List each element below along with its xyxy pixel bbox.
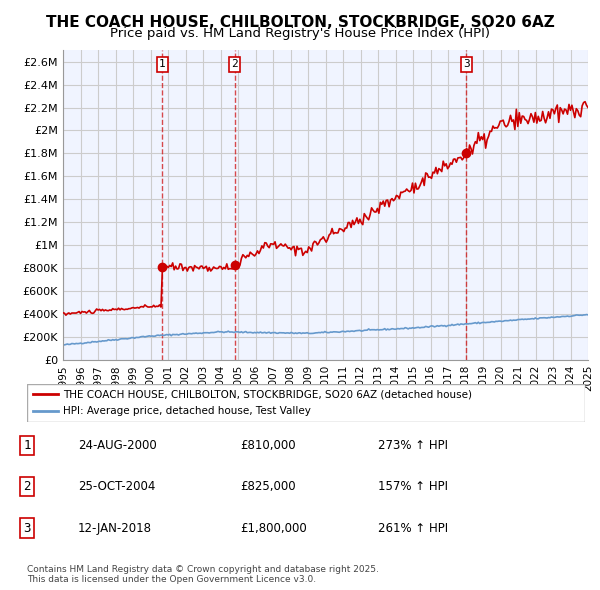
Text: THE COACH HOUSE, CHILBOLTON, STOCKBRIDGE, SO20 6AZ: THE COACH HOUSE, CHILBOLTON, STOCKBRIDGE… [46, 15, 554, 30]
Text: 3: 3 [463, 60, 470, 70]
Text: 157% ↑ HPI: 157% ↑ HPI [378, 480, 448, 493]
Text: Contains HM Land Registry data © Crown copyright and database right 2025.
This d: Contains HM Land Registry data © Crown c… [27, 565, 379, 584]
Text: £1,800,000: £1,800,000 [240, 522, 307, 535]
Text: £810,000: £810,000 [240, 439, 296, 452]
Text: 2: 2 [23, 480, 31, 493]
Text: 1: 1 [23, 439, 31, 452]
Text: 24-AUG-2000: 24-AUG-2000 [78, 439, 157, 452]
Text: 2: 2 [231, 60, 238, 70]
Text: HPI: Average price, detached house, Test Valley: HPI: Average price, detached house, Test… [63, 406, 311, 416]
Text: THE COACH HOUSE, CHILBOLTON, STOCKBRIDGE, SO20 6AZ (detached house): THE COACH HOUSE, CHILBOLTON, STOCKBRIDGE… [63, 389, 472, 399]
FancyBboxPatch shape [27, 384, 585, 422]
Text: 273% ↑ HPI: 273% ↑ HPI [378, 439, 448, 452]
Text: 261% ↑ HPI: 261% ↑ HPI [378, 522, 448, 535]
Text: Price paid vs. HM Land Registry's House Price Index (HPI): Price paid vs. HM Land Registry's House … [110, 27, 490, 40]
Text: 3: 3 [23, 522, 31, 535]
Text: 25-OCT-2004: 25-OCT-2004 [78, 480, 155, 493]
Text: 1: 1 [159, 60, 166, 70]
Text: 12-JAN-2018: 12-JAN-2018 [78, 522, 152, 535]
Text: £825,000: £825,000 [240, 480, 296, 493]
